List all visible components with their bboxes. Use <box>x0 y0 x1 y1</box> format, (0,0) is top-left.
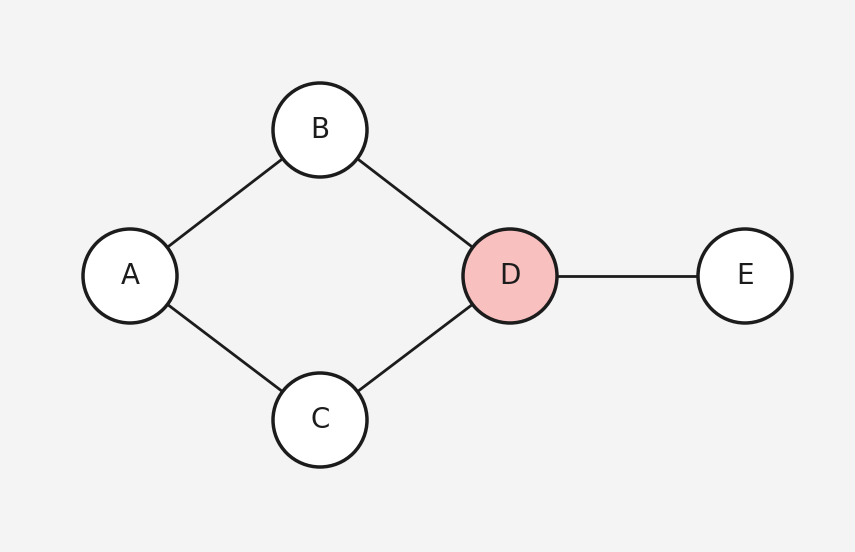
Circle shape <box>698 229 792 323</box>
Text: E: E <box>736 262 754 290</box>
Circle shape <box>273 373 367 467</box>
Circle shape <box>83 229 177 323</box>
Text: B: B <box>310 116 329 144</box>
Circle shape <box>463 229 557 323</box>
Text: D: D <box>499 262 521 290</box>
Text: C: C <box>310 406 330 434</box>
Text: A: A <box>121 262 139 290</box>
Circle shape <box>273 83 367 177</box>
